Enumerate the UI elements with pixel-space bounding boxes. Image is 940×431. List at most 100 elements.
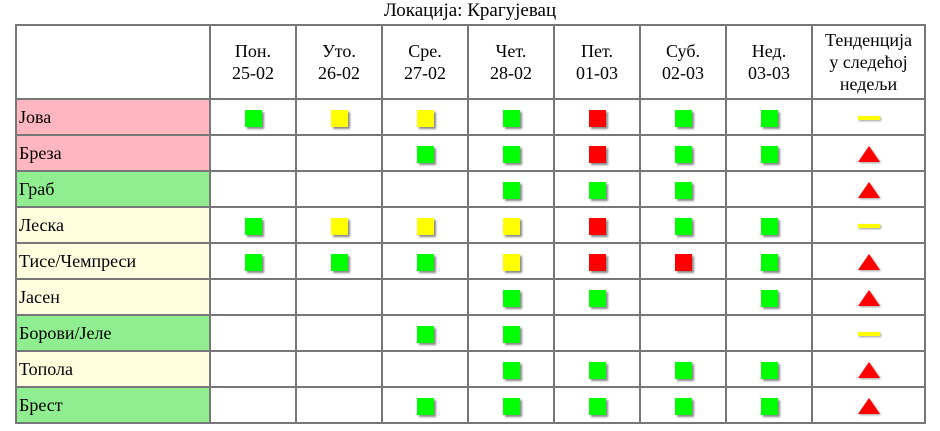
- day-date: 03-03: [748, 63, 790, 83]
- level-cell: [295, 170, 383, 208]
- level-cell: [467, 242, 555, 280]
- level-cell: [553, 386, 641, 424]
- level-cell: [553, 170, 641, 208]
- level-square-icon: [760, 253, 778, 271]
- table-row: Граб: [15, 170, 926, 208]
- level-cell: [725, 206, 813, 244]
- level-square-icon: [588, 289, 606, 307]
- day-name: Сре.: [408, 41, 442, 61]
- plant-name: Брест: [15, 386, 211, 424]
- trend-up-icon: [857, 146, 880, 163]
- level-square-icon: [330, 217, 348, 235]
- trend-cell: [811, 386, 926, 424]
- level-square-icon: [416, 217, 434, 235]
- level-square-icon: [760, 145, 778, 163]
- level-square-icon: [674, 181, 692, 199]
- level-square-icon: [674, 397, 692, 415]
- level-cell: [381, 278, 469, 316]
- level-cell: [639, 314, 727, 352]
- level-cell: [639, 386, 727, 424]
- level-square-icon: [760, 289, 778, 307]
- trend-header-line: Тенденција: [825, 30, 912, 50]
- level-square-icon: [416, 397, 434, 415]
- level-cell: [209, 206, 297, 244]
- level-cell: [295, 98, 383, 136]
- level-square-icon: [588, 109, 606, 127]
- level-square-icon: [330, 109, 348, 127]
- level-cell: [295, 278, 383, 316]
- level-cell: [639, 98, 727, 136]
- trend-cell: [811, 98, 926, 136]
- level-square-icon: [588, 361, 606, 379]
- pollen-table: Пон. 25-02 Уто. 26-02 Сре. 27-02 Чет. 28-02 Пет.…: [15, 24, 926, 424]
- level-square-icon: [502, 289, 520, 307]
- level-cell: [295, 134, 383, 172]
- level-cell: [467, 206, 555, 244]
- level-cell: [381, 170, 469, 208]
- level-cell: [209, 278, 297, 316]
- day-header: Чет. 28-02: [467, 24, 555, 100]
- level-cell: [467, 98, 555, 136]
- day-date: 27-02: [404, 63, 446, 83]
- table-row: Јасен: [15, 278, 926, 316]
- level-square-icon: [502, 109, 520, 127]
- level-square-icon: [502, 397, 520, 415]
- plant-name: Леска: [15, 206, 211, 244]
- trend-up-icon: [857, 290, 880, 307]
- level-square-icon: [674, 217, 692, 235]
- day-header: Нед. 03-03: [725, 24, 813, 100]
- level-square-icon: [760, 109, 778, 127]
- trend-cell: [811, 206, 926, 244]
- plant-name: Граб: [15, 170, 211, 208]
- plant-name: Топола: [15, 350, 211, 388]
- level-cell: [725, 350, 813, 388]
- level-cell: [553, 350, 641, 388]
- level-square-icon: [588, 397, 606, 415]
- trend-cell: [811, 170, 926, 208]
- level-square-icon: [502, 181, 520, 199]
- day-date: 25-02: [232, 63, 274, 83]
- trend-up-icon: [857, 254, 880, 271]
- level-cell: [553, 242, 641, 280]
- level-square-icon: [588, 253, 606, 271]
- level-square-icon: [760, 361, 778, 379]
- trend-header-line: у следећој: [829, 52, 908, 72]
- level-square-icon: [588, 145, 606, 163]
- level-cell: [381, 386, 469, 424]
- level-cell: [639, 206, 727, 244]
- level-cell: [209, 386, 297, 424]
- level-cell: [467, 278, 555, 316]
- level-cell: [381, 134, 469, 172]
- level-square-icon: [674, 109, 692, 127]
- day-name: Уто.: [322, 41, 356, 61]
- level-square-icon: [588, 217, 606, 235]
- trend-cell: [811, 278, 926, 316]
- level-square-icon: [244, 217, 262, 235]
- level-square-icon: [502, 217, 520, 235]
- table-row: Брест: [15, 386, 926, 424]
- level-square-icon: [588, 181, 606, 199]
- day-header: Пет. 01-03: [553, 24, 641, 100]
- plant-name: Јасен: [15, 278, 211, 316]
- level-cell: [381, 206, 469, 244]
- level-cell: [381, 314, 469, 352]
- level-cell: [467, 134, 555, 172]
- level-cell: [381, 350, 469, 388]
- day-date: 01-03: [576, 63, 618, 83]
- level-cell: [553, 206, 641, 244]
- level-square-icon: [416, 253, 434, 271]
- level-square-icon: [760, 217, 778, 235]
- plant-name: Бреза: [15, 134, 211, 172]
- plant-name: Борови/Јеле: [15, 314, 211, 352]
- level-cell: [467, 350, 555, 388]
- level-cell: [209, 98, 297, 136]
- trend-steady-icon: [857, 332, 880, 337]
- plant-name: Јова: [15, 98, 211, 136]
- day-header: Пон. 25-02: [209, 24, 297, 100]
- level-cell: [725, 98, 813, 136]
- level-cell: [553, 278, 641, 316]
- level-square-icon: [244, 253, 262, 271]
- level-cell: [381, 98, 469, 136]
- trend-up-icon: [857, 398, 880, 415]
- level-cell: [725, 278, 813, 316]
